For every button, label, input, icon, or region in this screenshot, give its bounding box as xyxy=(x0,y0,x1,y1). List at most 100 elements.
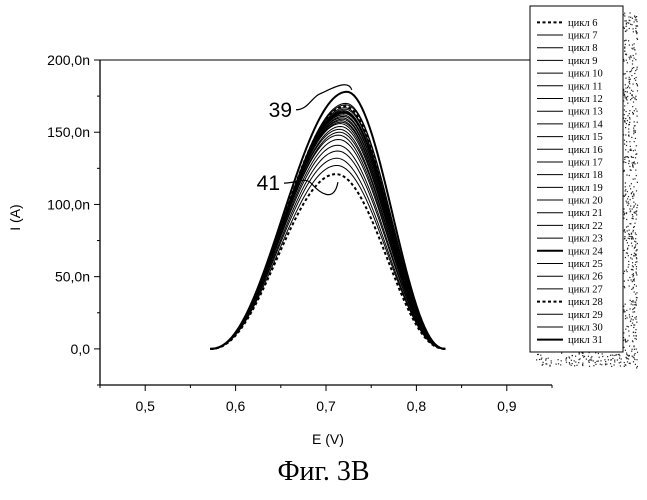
legend-shadow-speck xyxy=(632,48,633,49)
legend-shadow-speck xyxy=(624,13,625,14)
legend-shadow-speck xyxy=(636,26,637,27)
legend-shadow-speck xyxy=(631,90,632,91)
legend-label: цикл 24 xyxy=(568,246,603,257)
legend-label: цикл 27 xyxy=(568,284,603,295)
legend-label: цикл 16 xyxy=(568,145,603,156)
legend-shadow-speck xyxy=(626,99,627,100)
legend-shadow-speck xyxy=(634,284,635,285)
legend-shadow-speck xyxy=(606,364,607,365)
legend-shadow-speck xyxy=(635,335,636,336)
legend-label: цикл 17 xyxy=(568,157,603,168)
legend-shadow-speck xyxy=(633,357,634,358)
legend-shadow-speck xyxy=(629,166,630,167)
legend-shadow-speck xyxy=(598,361,599,362)
legend-shadow-speck xyxy=(612,355,613,356)
legend-label: цикл 13 xyxy=(568,107,603,118)
legend-shadow-speck xyxy=(630,300,631,301)
legend-shadow-speck xyxy=(633,345,634,346)
legend-shadow-speck xyxy=(605,361,606,362)
legend-shadow-speck xyxy=(620,365,621,366)
x-axis-title: E (V) xyxy=(312,431,344,447)
legend-shadow-speck xyxy=(626,24,627,25)
legend-shadow-speck xyxy=(630,17,631,18)
y-tick-label: 50,0n xyxy=(55,269,90,285)
legend-shadow-speck xyxy=(627,230,628,231)
legend-shadow-speck xyxy=(625,342,626,343)
legend-shadow-speck xyxy=(624,20,625,21)
legend-shadow-speck xyxy=(548,358,549,359)
legend-shadow-speck xyxy=(629,277,630,278)
legend-shadow-speck xyxy=(630,12,631,13)
legend-shadow-speck xyxy=(588,360,589,361)
legend-shadow-speck xyxy=(625,364,626,365)
legend-shadow-speck xyxy=(636,83,637,84)
legend-shadow-speck xyxy=(629,20,630,21)
legend-shadow-speck xyxy=(636,69,637,70)
legend-shadow-speck xyxy=(630,223,631,224)
legend-shadow-speck xyxy=(627,317,628,318)
legend-shadow-speck xyxy=(633,84,634,85)
legend-shadow-speck xyxy=(634,97,635,98)
legend-shadow-speck xyxy=(635,157,636,158)
legend-shadow-speck xyxy=(629,208,630,209)
legend-shadow-speck xyxy=(626,60,627,61)
legend-shadow-speck xyxy=(582,364,583,365)
legend-shadow-speck xyxy=(625,149,626,150)
legend-shadow-speck xyxy=(629,110,630,111)
legend-shadow-speck xyxy=(630,169,631,170)
legend-shadow-speck xyxy=(545,363,546,364)
legend-shadow-speck xyxy=(629,118,630,119)
legend-shadow-speck xyxy=(565,359,566,360)
legend-label: цикл 26 xyxy=(568,272,603,283)
legend-shadow-speck xyxy=(634,205,635,206)
legend-shadow-speck xyxy=(614,360,615,361)
legend-shadow-speck xyxy=(632,214,633,215)
legend-shadow-speck xyxy=(624,366,625,367)
legend-shadow-speck xyxy=(632,276,633,277)
legend-shadow-speck xyxy=(593,360,594,361)
legend-label: цикл 31 xyxy=(568,335,603,346)
y-tick-label: 200,0n xyxy=(47,52,90,68)
legend-shadow-speck xyxy=(618,354,619,355)
legend-shadow-speck xyxy=(637,90,638,91)
legend-shadow-speck xyxy=(634,253,635,254)
legend-shadow-speck xyxy=(629,71,630,72)
legend-shadow-speck xyxy=(627,271,628,272)
legend-shadow-speck xyxy=(635,211,636,212)
legend-label: цикл 11 xyxy=(568,81,602,92)
legend-shadow-speck xyxy=(632,300,633,301)
legend-label: цикл 19 xyxy=(568,183,603,194)
legend-shadow-speck xyxy=(626,310,627,311)
y-axis-title: I (A) xyxy=(7,204,23,230)
legend-shadow-speck xyxy=(634,212,635,213)
legend-shadow-speck xyxy=(635,130,636,131)
legend-shadow-speck xyxy=(624,250,625,251)
legend-shadow-speck xyxy=(630,55,631,56)
legend-shadow-speck xyxy=(626,123,627,124)
legend-shadow-speck xyxy=(572,363,573,364)
legend-shadow-speck xyxy=(629,175,630,176)
legend-shadow-speck xyxy=(624,105,625,106)
legend-shadow-speck xyxy=(574,360,575,361)
x-tick-label: 0,7 xyxy=(316,398,336,414)
legend-shadow-speck xyxy=(628,23,629,24)
legend-shadow-speck xyxy=(625,162,626,163)
legend-shadow-speck xyxy=(634,178,635,179)
legend-shadow-speck xyxy=(635,70,636,71)
legend-shadow-speck xyxy=(629,28,630,29)
legend-shadow-speck xyxy=(633,101,634,102)
legend-shadow-speck xyxy=(632,216,633,217)
legend-shadow-speck xyxy=(633,273,634,274)
legend-shadow-speck xyxy=(607,356,608,357)
legend-shadow-speck xyxy=(625,329,626,330)
legend-shadow-speck xyxy=(636,145,637,146)
legend-shadow-speck xyxy=(541,359,542,360)
legend-shadow-speck xyxy=(626,30,627,31)
legend-label: цикл 14 xyxy=(568,119,603,130)
legend-shadow-speck xyxy=(636,299,637,300)
legend-shadow-speck xyxy=(600,364,601,365)
legend-shadow-speck xyxy=(633,150,634,151)
legend-shadow-speck xyxy=(625,232,626,233)
legend-shadow-speck xyxy=(624,48,625,49)
legend-shadow-speck xyxy=(591,360,592,361)
